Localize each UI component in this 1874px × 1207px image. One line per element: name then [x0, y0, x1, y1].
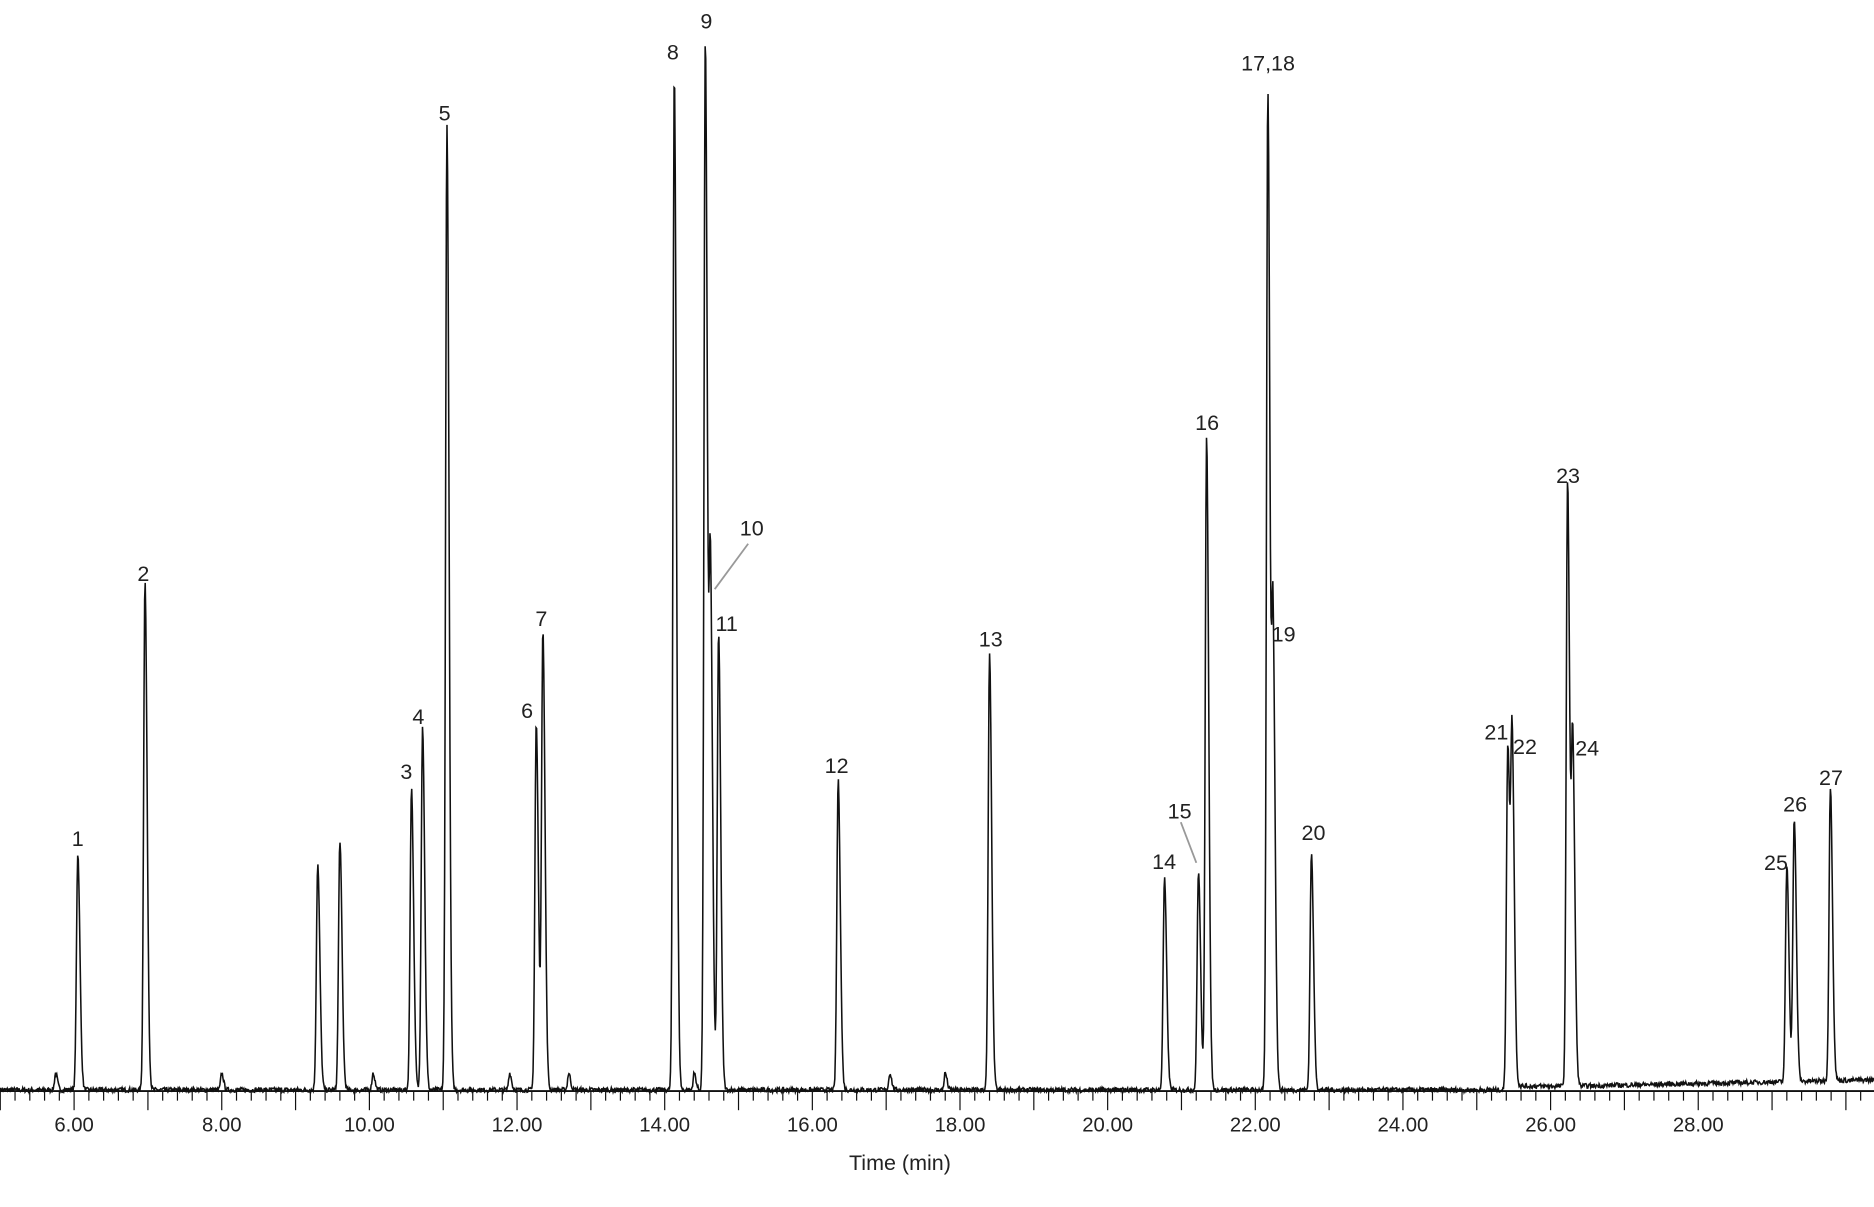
x-tick-label: 14.00 — [639, 1115, 690, 1137]
peak-label: 8 — [667, 41, 679, 65]
peak-label: 6 — [521, 699, 533, 723]
chromatogram-line — [0, 46, 1874, 1096]
peak-label: 11 — [715, 612, 737, 636]
peak-label: 14 — [1152, 850, 1176, 874]
x-axis-ticks: 6.00 8.00 10.00 12.00 14.00 16.00 18.00 20.00 22… — [0, 1091, 1862, 1137]
peak-label: 26 — [1783, 792, 1807, 816]
chromatogram-trace — [0, 46, 1874, 1096]
peak-label: 24 — [1575, 736, 1599, 760]
peak-label: 4 — [412, 705, 424, 729]
peak-label: 12 — [825, 754, 849, 778]
peak-label: 1 — [72, 827, 84, 851]
x-tick-label: 16.00 — [787, 1115, 838, 1137]
leader-line — [1179, 821, 1198, 864]
peak-label: 17,18 — [1241, 52, 1295, 76]
peak-label: 16 — [1195, 411, 1219, 435]
x-tick-label: 10.00 — [344, 1115, 395, 1137]
x-tick-label: 20.00 — [1082, 1115, 1133, 1137]
peak-label: 5 — [439, 102, 451, 126]
peak-label: 27 — [1819, 766, 1843, 790]
peak-label: 20 — [1302, 821, 1326, 845]
peak-label: 10 — [740, 516, 764, 540]
leader-line — [713, 543, 749, 590]
peak-label: 3 — [400, 760, 412, 784]
peak-label: 2 — [137, 562, 149, 586]
x-tick-label: 6.00 — [54, 1115, 94, 1137]
peak-label: 9 — [700, 10, 712, 34]
x-tick-label: 8.00 — [202, 1115, 242, 1137]
x-tick-label: 22.00 — [1230, 1115, 1281, 1137]
x-tick-label: 12.00 — [492, 1115, 543, 1137]
peak-label: 22 — [1513, 735, 1537, 759]
peak-label: 21 — [1484, 721, 1508, 745]
x-tick-label: 26.00 — [1525, 1115, 1576, 1137]
peak-label: 25 — [1764, 851, 1788, 875]
peak-label: 13 — [979, 628, 1003, 652]
x-tick-label: 24.00 — [1378, 1115, 1429, 1137]
peak-label: 7 — [535, 607, 547, 631]
peak-label: 19 — [1272, 623, 1296, 647]
x-tick-label: 28.00 — [1673, 1115, 1724, 1137]
peak-label: 23 — [1556, 464, 1580, 488]
peak-label: 15 — [1168, 800, 1192, 824]
x-axis-title: Time (min) — [849, 1151, 951, 1175]
x-tick-label: 18.00 — [935, 1115, 986, 1137]
peak-labels: 1234567891011121314151617,18192021222324… — [72, 10, 1843, 875]
